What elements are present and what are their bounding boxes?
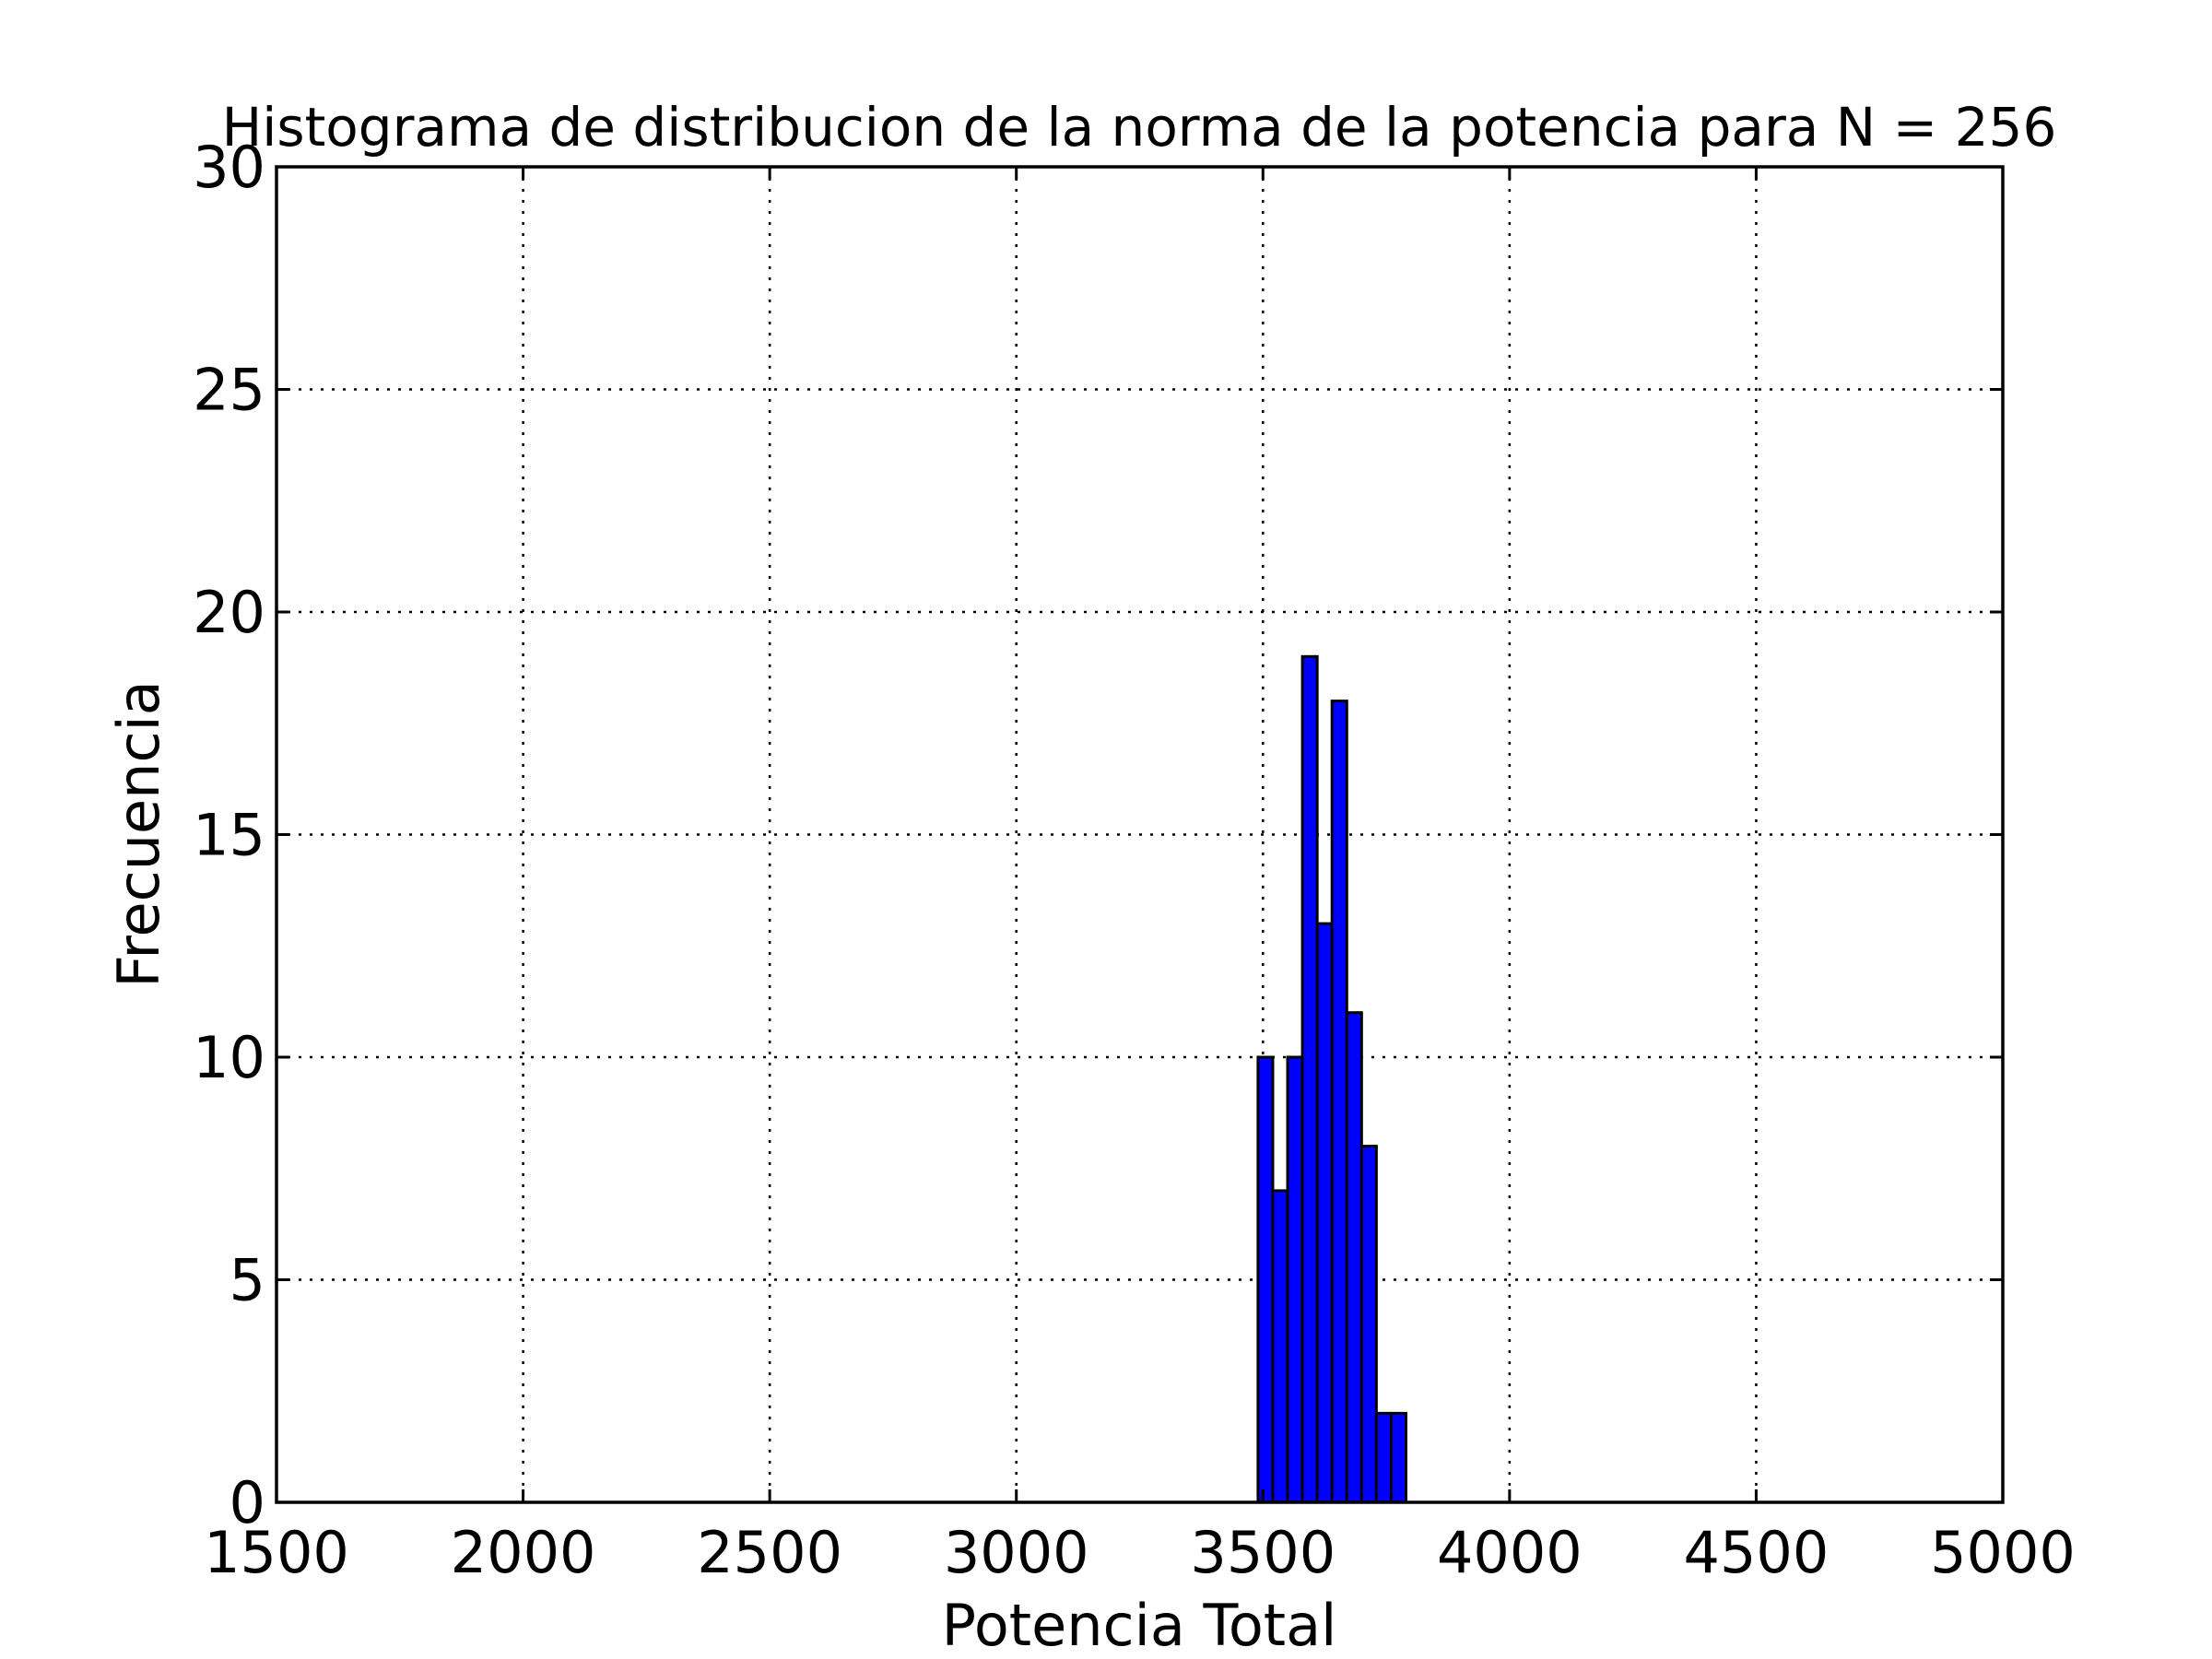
histogram-bar: [1286, 1055, 1304, 1504]
y-tick-label: 25: [193, 357, 265, 424]
grid-lines: [276, 167, 2003, 1502]
y-tick-label: 30: [193, 134, 265, 201]
histogram-bar: [1300, 654, 1319, 1504]
x-axis-label: Potencia Total: [942, 1592, 1337, 1659]
histogram-bars: [1256, 654, 1407, 1504]
y-tick-label: 10: [193, 1024, 265, 1091]
histogram-bar: [1315, 922, 1334, 1504]
y-tick-label: 0: [229, 1469, 265, 1536]
x-tick-label: 2000: [451, 1519, 596, 1586]
histogram-bar: [1345, 1011, 1363, 1504]
axis-ticks: 1500 2000 2500 3000 3500 4000 4500 5000 0 5 10 15 20…: [193, 134, 2076, 1586]
histogram-bar: [1374, 1411, 1393, 1504]
x-tick-label: 2500: [697, 1519, 842, 1586]
y-tick-label: 15: [193, 802, 265, 869]
x-tick-label: 4500: [1684, 1519, 1830, 1586]
histogram-bar: [1330, 700, 1348, 1504]
y-axis-label: Frecuencia: [105, 680, 172, 988]
x-tick-label: 3000: [944, 1519, 1089, 1586]
y-tick-label: 5: [229, 1247, 265, 1314]
histogram-bar: [1389, 1411, 1407, 1504]
y-tick-label: 20: [193, 579, 265, 646]
chart-title: Histograma de distribucion de la norma d…: [222, 96, 2057, 159]
x-tick-label: 3500: [1190, 1519, 1335, 1586]
x-tick-label: 1500: [204, 1519, 349, 1586]
histogram-bar: [1359, 1145, 1378, 1504]
histogram-bar: [1256, 1055, 1275, 1504]
x-tick-label: 5000: [1930, 1519, 2076, 1586]
x-tick-label: 4000: [1437, 1519, 1583, 1586]
histogram-bar: [1271, 1189, 1289, 1504]
